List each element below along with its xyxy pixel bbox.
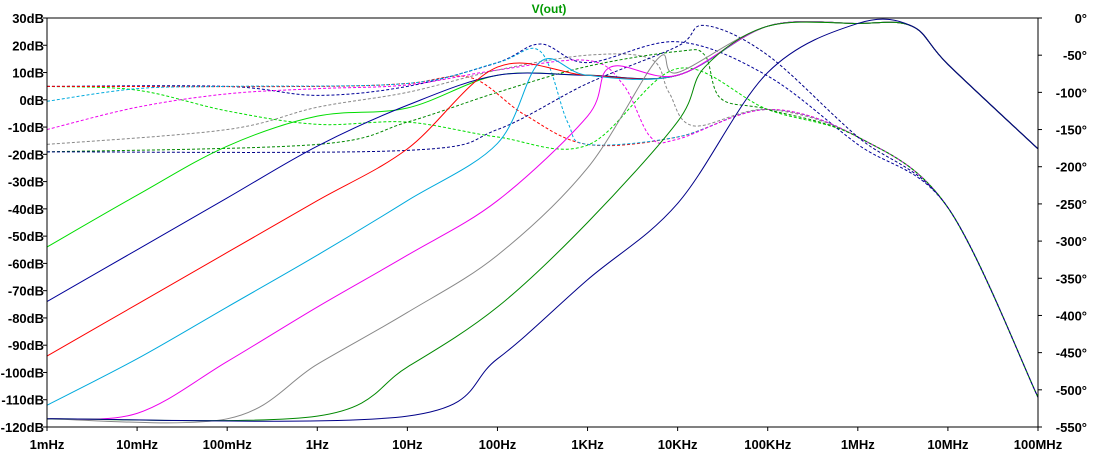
x-tick-label: 10Hz bbox=[392, 437, 423, 452]
y-left-tick-label: -50dB bbox=[8, 229, 44, 244]
y-right-tick-label: -100° bbox=[1056, 85, 1087, 100]
y-left-tick-label: -10dB bbox=[8, 120, 44, 135]
series-phase-5 bbox=[46, 59, 1039, 398]
y-right-tick-label: -300° bbox=[1056, 234, 1087, 249]
y-left-tick-label: -80dB bbox=[8, 311, 44, 326]
y-left-tick-label: -40dB bbox=[8, 202, 44, 217]
y-left-tick-label: 30dB bbox=[12, 11, 44, 26]
y-left-tick-label: 20dB bbox=[12, 38, 44, 53]
y-right-axis-ticks: 0° -50° -100° -150° -200° -250° -300° -350° -400… bbox=[1038, 11, 1087, 435]
x-tick-label: 1Hz bbox=[306, 437, 330, 452]
y-right-tick-label: -50° bbox=[1063, 48, 1087, 63]
series-group bbox=[46, 18, 1039, 424]
y-right-tick-label: -350° bbox=[1056, 271, 1087, 286]
y-left-axis-ticks: 30dB 20dB 10dB 0dB -10dB -20dB -30dB -40dB -50dB… bbox=[1, 11, 47, 435]
y-right-tick-label: -500° bbox=[1056, 383, 1087, 398]
y-right-tick-label: -200° bbox=[1056, 160, 1087, 175]
x-tick-label: 100Hz bbox=[479, 437, 517, 452]
x-axis-ticks: 1mHz 10mHz 100mHz 1Hz 10Hz 100Hz 1KHz 10KHz 100K… bbox=[30, 427, 1063, 452]
x-tick-label: 1KHz bbox=[571, 437, 604, 452]
y-left-tick-label: -110dB bbox=[1, 393, 44, 408]
x-tick-label: 100KHz bbox=[744, 437, 791, 452]
series-magnitude-8 bbox=[46, 18, 1039, 422]
y-left-tick-label: -20dB bbox=[8, 147, 44, 162]
series-phase-4 bbox=[46, 47, 1039, 398]
y-left-tick-label: -70dB bbox=[8, 284, 44, 299]
y-right-tick-label: -450° bbox=[1056, 346, 1087, 361]
y-left-tick-label: 0dB bbox=[19, 93, 44, 108]
y-right-tick-label: -550° bbox=[1056, 420, 1087, 435]
x-tick-label: 1mHz bbox=[30, 437, 65, 452]
y-left-tick-label: -120dB bbox=[1, 420, 44, 435]
y-left-tick-label: -30dB bbox=[8, 175, 44, 190]
x-tick-label: 10MHz bbox=[927, 437, 969, 452]
y-right-tick-label: -400° bbox=[1056, 308, 1087, 323]
y-left-tick-label: -100dB bbox=[1, 365, 44, 380]
series-phase-8 bbox=[46, 24, 1039, 398]
series-phase-1 bbox=[46, 67, 1039, 398]
plot-frame bbox=[46, 17, 1039, 428]
y-left-tick-label: 10dB bbox=[12, 66, 44, 81]
y-right-tick-label: 0° bbox=[1075, 11, 1087, 26]
chart-title: V(out) bbox=[532, 2, 567, 16]
y-left-tick-label: -60dB bbox=[8, 256, 44, 271]
y-left-tick-label: -90dB bbox=[8, 338, 44, 353]
series-phase-2 bbox=[46, 41, 1039, 398]
x-tick-label: 100MHz bbox=[1014, 437, 1063, 452]
y-right-tick-label: -150° bbox=[1056, 123, 1087, 138]
x-tick-label: 100mHz bbox=[203, 437, 253, 452]
y-right-tick-label: -250° bbox=[1056, 197, 1087, 212]
series-phase-7 bbox=[46, 49, 1039, 398]
x-tick-label: 1MHz bbox=[841, 437, 875, 452]
x-tick-label: 10mHz bbox=[116, 437, 158, 452]
x-tick-label: 10KHz bbox=[658, 437, 698, 452]
